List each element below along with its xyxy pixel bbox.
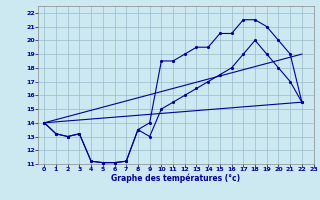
X-axis label: Graphe des températures (°c): Graphe des températures (°c) [111, 174, 241, 183]
